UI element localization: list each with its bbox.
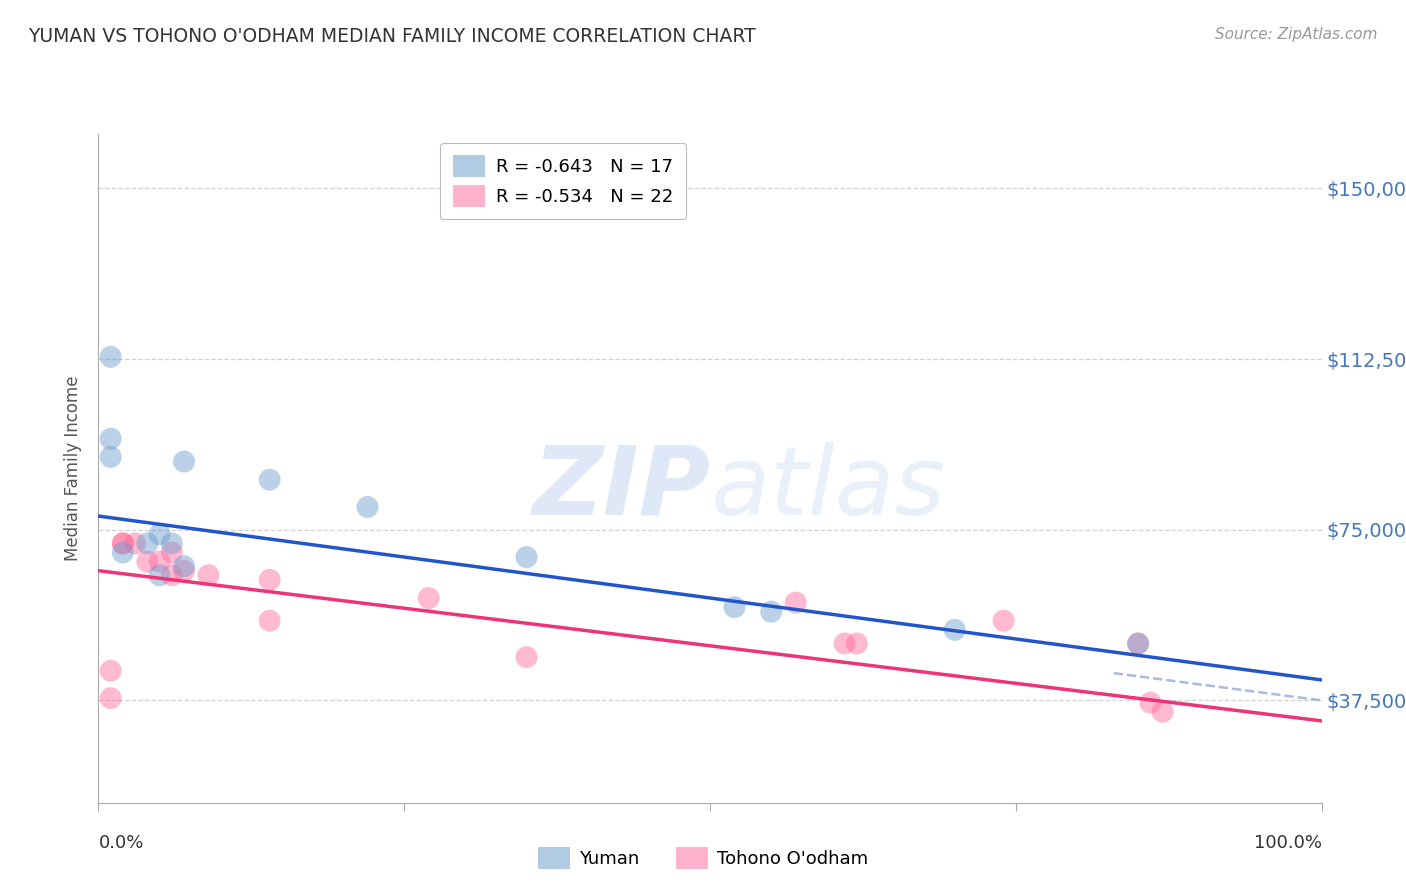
Point — [173, 559, 195, 574]
Point — [197, 568, 219, 582]
Point — [100, 350, 122, 364]
Point — [1152, 705, 1174, 719]
Point — [100, 450, 122, 464]
Point — [111, 536, 134, 550]
Text: YUMAN VS TOHONO O'ODHAM MEDIAN FAMILY INCOME CORRELATION CHART: YUMAN VS TOHONO O'ODHAM MEDIAN FAMILY IN… — [28, 27, 756, 45]
Point — [149, 527, 172, 541]
Point — [761, 605, 783, 619]
Text: 0.0%: 0.0% — [98, 834, 143, 852]
Point — [100, 432, 122, 446]
Point — [149, 555, 172, 569]
Point — [785, 596, 807, 610]
Point — [943, 623, 966, 637]
Point — [418, 591, 440, 605]
Y-axis label: Median Family Income: Median Family Income — [63, 376, 82, 561]
Point — [173, 454, 195, 468]
Point — [1128, 636, 1150, 650]
Point — [834, 636, 856, 650]
Point — [124, 536, 146, 550]
Point — [160, 545, 183, 559]
Point — [149, 568, 172, 582]
Point — [173, 564, 195, 578]
Legend: Yuman, Tohono O'odham: Yuman, Tohono O'odham — [529, 838, 877, 879]
Point — [259, 473, 281, 487]
Text: ZIP: ZIP — [531, 442, 710, 535]
Legend: R = -0.643   N = 17, R = -0.534   N = 22: R = -0.643 N = 17, R = -0.534 N = 22 — [440, 143, 686, 219]
Point — [723, 600, 745, 615]
Point — [845, 636, 868, 650]
Point — [993, 614, 1015, 628]
Point — [259, 573, 281, 587]
Point — [259, 614, 281, 628]
Text: atlas: atlas — [710, 442, 945, 535]
Point — [111, 545, 134, 559]
Point — [100, 664, 122, 678]
Point — [100, 691, 122, 706]
Point — [111, 536, 134, 550]
Point — [515, 549, 537, 564]
Point — [356, 500, 378, 514]
Point — [136, 536, 159, 550]
Point — [160, 568, 183, 582]
Text: Source: ZipAtlas.com: Source: ZipAtlas.com — [1215, 27, 1378, 42]
Point — [1128, 636, 1150, 650]
Point — [136, 555, 159, 569]
Point — [1139, 696, 1161, 710]
Point — [160, 536, 183, 550]
Point — [515, 650, 537, 665]
Text: 100.0%: 100.0% — [1254, 834, 1322, 852]
